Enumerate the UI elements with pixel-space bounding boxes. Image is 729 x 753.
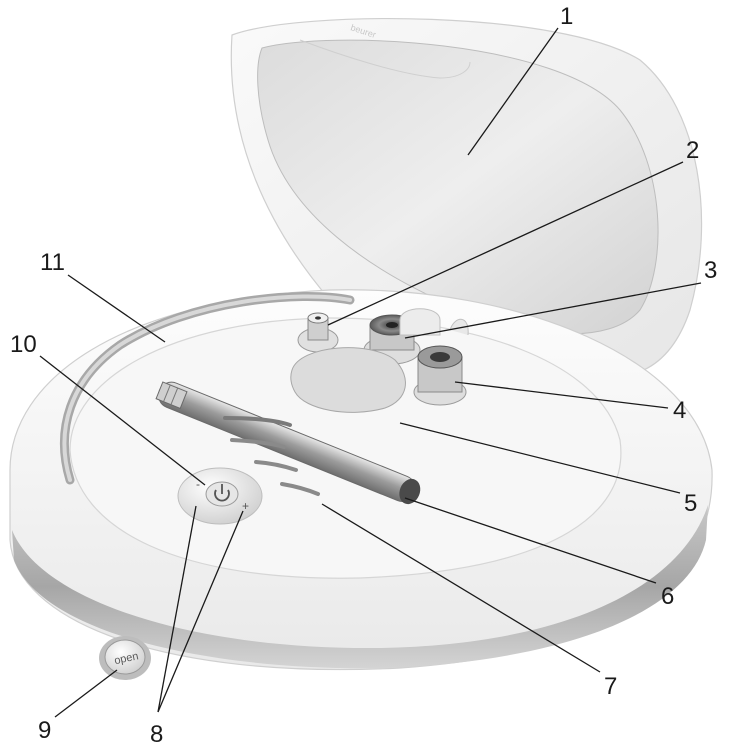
minus-button[interactable]: -	[196, 477, 200, 491]
callout-labels: 1 2 3 4 5 6 7 8 9 10 11	[10, 3, 717, 748]
open-button-label: open	[113, 650, 139, 667]
power-icon	[214, 489, 230, 502]
lid: beurer	[230, 18, 703, 378]
callout-9: 9	[38, 717, 51, 744]
leader-5	[399, 422, 681, 494]
attachment-small	[297, 312, 339, 353]
handpiece	[155, 381, 421, 505]
led-indicators	[223, 416, 320, 496]
callout-6: 6	[661, 583, 674, 610]
leader-7	[321, 503, 601, 673]
sponge-attachment	[290, 347, 406, 413]
leader-9	[54, 669, 118, 718]
control-panel[interactable]: - +	[177, 467, 263, 525]
leader-4	[454, 381, 669, 409]
leader-1	[467, 27, 559, 156]
leader-10	[39, 355, 206, 486]
leader-2	[327, 161, 684, 326]
callout-8: 8	[150, 721, 163, 748]
callout-3: 3	[704, 257, 717, 284]
callout-11: 11	[40, 249, 65, 276]
callout-7: 7	[604, 673, 617, 700]
callout-4: 4	[673, 397, 686, 424]
mirror	[257, 39, 659, 335]
leader-lines	[39, 27, 702, 718]
leader-8b	[157, 510, 244, 713]
leader-11	[67, 274, 166, 343]
attachment-fine	[413, 345, 467, 406]
leader-6	[404, 497, 657, 584]
plus-button[interactable]: +	[242, 499, 249, 513]
open-button[interactable]: open	[99, 636, 151, 680]
callout-10: 10	[10, 331, 37, 358]
leader-8a	[157, 505, 197, 713]
callout-5: 5	[684, 490, 697, 517]
callout-1: 1	[560, 3, 573, 30]
callout-2: 2	[686, 137, 699, 164]
leader-3	[404, 282, 702, 339]
